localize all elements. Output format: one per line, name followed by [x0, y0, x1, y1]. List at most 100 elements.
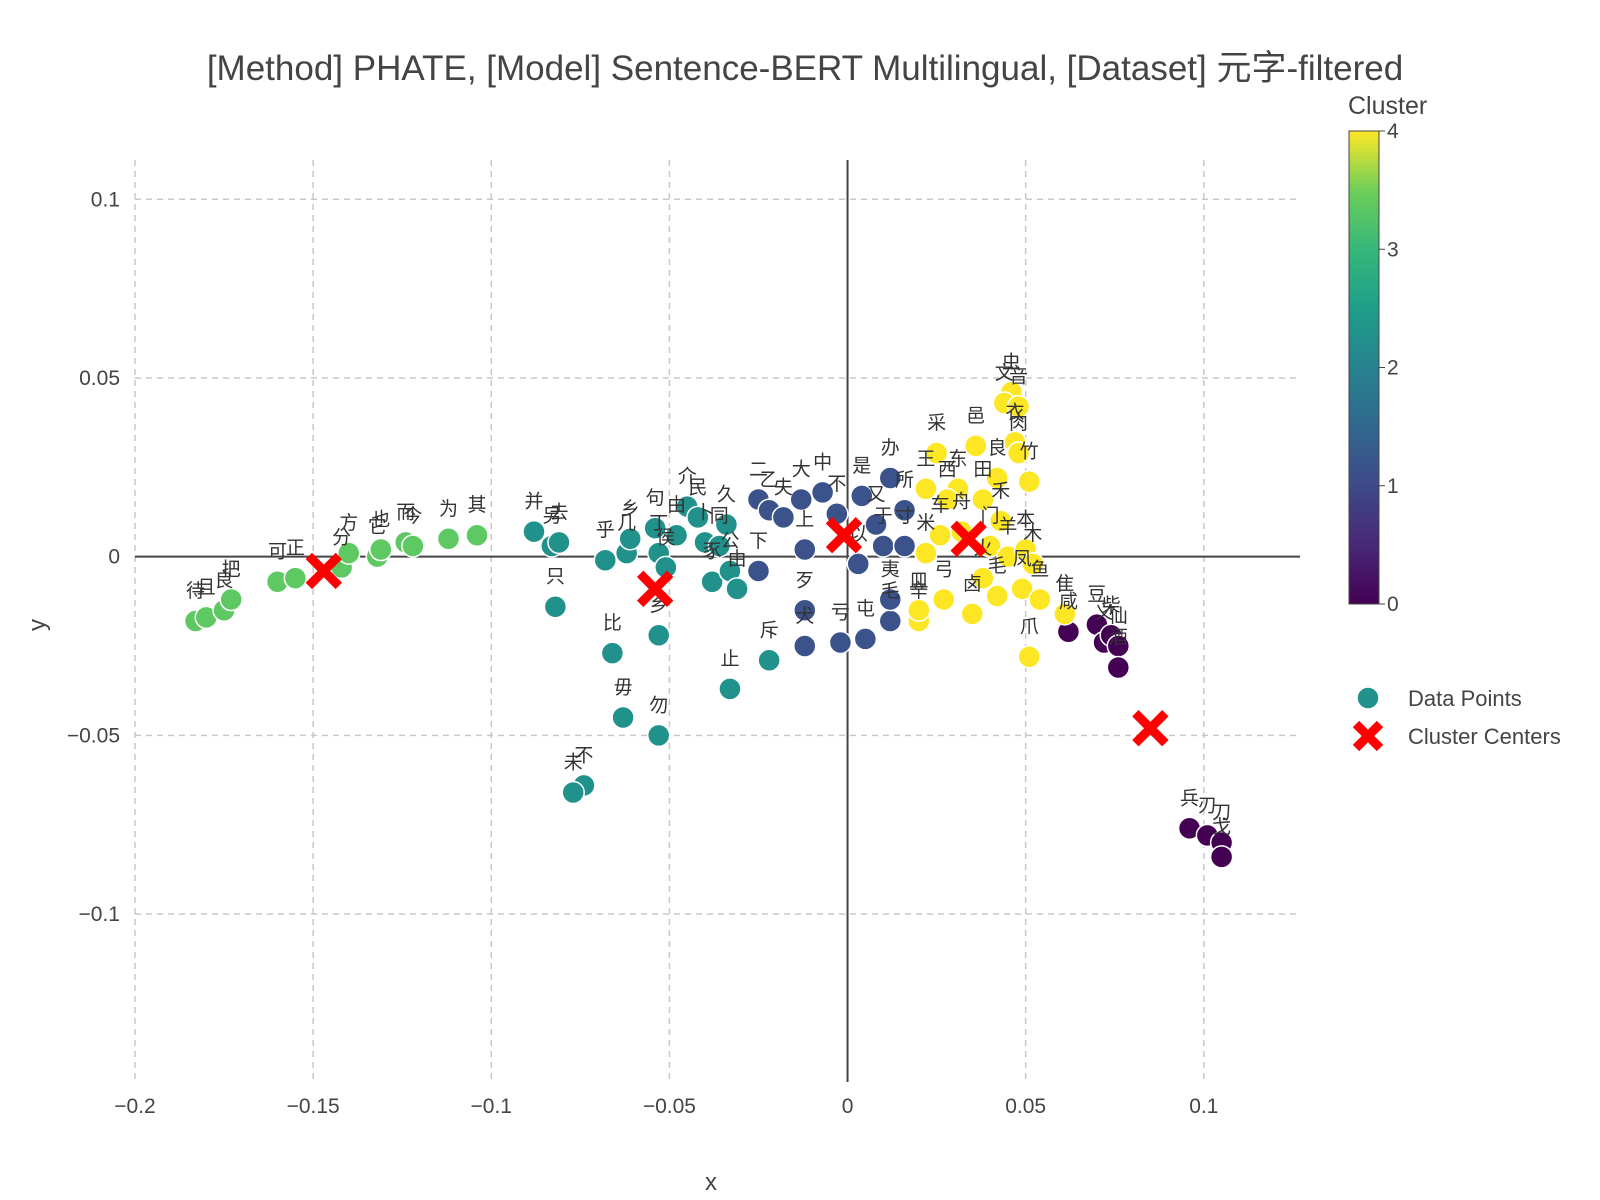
point-label: 犬 [795, 605, 814, 627]
point-label: 毛 [881, 580, 900, 602]
point-label: 文 [995, 362, 1014, 384]
data-point [892, 534, 917, 558]
point-label: 衣 [1005, 401, 1024, 423]
point-label: 把 [222, 559, 241, 581]
point-label: 虫 [1002, 351, 1021, 373]
data-point [964, 434, 988, 458]
point-label: 也 [371, 509, 390, 531]
point-label: 所 [895, 469, 914, 491]
point-label: 鱼 [1030, 559, 1049, 581]
data-point [935, 487, 960, 512]
point-label: 良 [988, 437, 1007, 459]
legend-item-cluster-centers: Cluster Centers [1352, 720, 1561, 752]
chart-title: [Method] PHATE, [Model] Sentence-BERT Mu… [207, 49, 1403, 88]
colorbar-ticks: 0 1 2 3 4 [1379, 120, 1399, 616]
data-point [465, 523, 489, 547]
colorbar-tick-label: 3 [1387, 238, 1399, 261]
point-label: 另 [542, 505, 561, 527]
point-label: 屯 [856, 598, 875, 620]
data-point [924, 441, 949, 465]
y-tick-label: 0 [108, 546, 120, 569]
cluster-center-marker [950, 520, 987, 557]
data-point [931, 587, 956, 612]
data-point [1006, 441, 1031, 465]
point-label: 正 [286, 537, 305, 559]
data-point [714, 512, 739, 537]
point-label: 良 [215, 569, 234, 591]
legend-x-icon [1352, 720, 1384, 752]
cluster-center-marker [636, 570, 674, 608]
point-label: 侯 [656, 526, 675, 548]
point-label: 音 [1009, 366, 1028, 388]
colorbar-title: Cluster [1348, 92, 1427, 120]
point-label: 方 [339, 512, 358, 534]
point-label: 为 [439, 498, 458, 520]
data-point [1017, 469, 1041, 494]
point-label: 寸 [895, 505, 914, 527]
point-label: 大 [792, 458, 811, 480]
point-label: 王 [916, 448, 935, 470]
point-label: 乎 [596, 519, 615, 541]
colorbar-tick-label: 4 [1387, 120, 1399, 143]
point-label: 并 [525, 491, 544, 513]
point-label: 采 [927, 412, 946, 434]
data-point [664, 523, 689, 547]
point-label: 酒 [1109, 626, 1128, 648]
point-label: 豕 [703, 541, 722, 563]
x-tick-label: −0.15 [287, 1095, 340, 1118]
cluster-center-x-icon [305, 552, 343, 590]
data-point [988, 509, 1013, 533]
point-label: 羊 [998, 516, 1017, 538]
data-point [561, 780, 585, 805]
data-point [789, 487, 813, 512]
point-label: 不 [827, 473, 846, 495]
point-label: 比 [603, 612, 622, 634]
point-label: 豆 [1087, 584, 1106, 606]
point-label: 不 [574, 744, 593, 766]
data-point [810, 480, 835, 505]
point-label: 亏 [831, 601, 850, 623]
point-label: 由 [728, 548, 747, 570]
data-point [771, 505, 796, 530]
y-axis-title: y [24, 619, 51, 631]
point-label: 辛 [909, 580, 928, 602]
data-point [878, 609, 903, 633]
point-label: 句 [646, 487, 665, 509]
data-point [871, 534, 895, 558]
colorbar-gradient [1348, 130, 1380, 605]
point-label: 兵 [1180, 787, 1199, 809]
y-tick-label: 0.1 [91, 188, 120, 211]
data-point [960, 602, 984, 626]
data-point [757, 648, 781, 673]
point-label: 刀 [1212, 802, 1231, 824]
point-label: 竹 [1020, 441, 1039, 463]
point-label: 上 [795, 509, 814, 531]
data-point [707, 534, 732, 558]
point-label: 介 [678, 466, 697, 488]
data-point [593, 548, 618, 572]
y-tick-label: 0.05 [79, 367, 120, 390]
point-label: 歹 [795, 569, 814, 591]
point-label: 斥 [760, 619, 779, 641]
data-point [1028, 587, 1052, 612]
data-point [892, 498, 917, 522]
point-label: 义 [1095, 601, 1114, 623]
point-label: 毋 [614, 676, 633, 698]
data-point [907, 598, 931, 623]
data-point [718, 677, 742, 701]
data-point [436, 527, 461, 551]
cluster-center-x-icon [1352, 720, 1384, 752]
colorbar-tick-label: 2 [1387, 357, 1399, 380]
point-label: 西 [938, 458, 957, 480]
data-point [914, 477, 938, 501]
data-point [401, 534, 425, 558]
point-label: 且 [197, 576, 216, 598]
data-point [611, 705, 635, 730]
point-label: 去 [549, 501, 568, 523]
point-label: 田 [973, 458, 992, 480]
cluster-center-marker [1132, 710, 1169, 747]
data-point [828, 630, 853, 655]
point-label: 肉 [1009, 412, 1028, 434]
point-label: 于 [874, 505, 893, 527]
